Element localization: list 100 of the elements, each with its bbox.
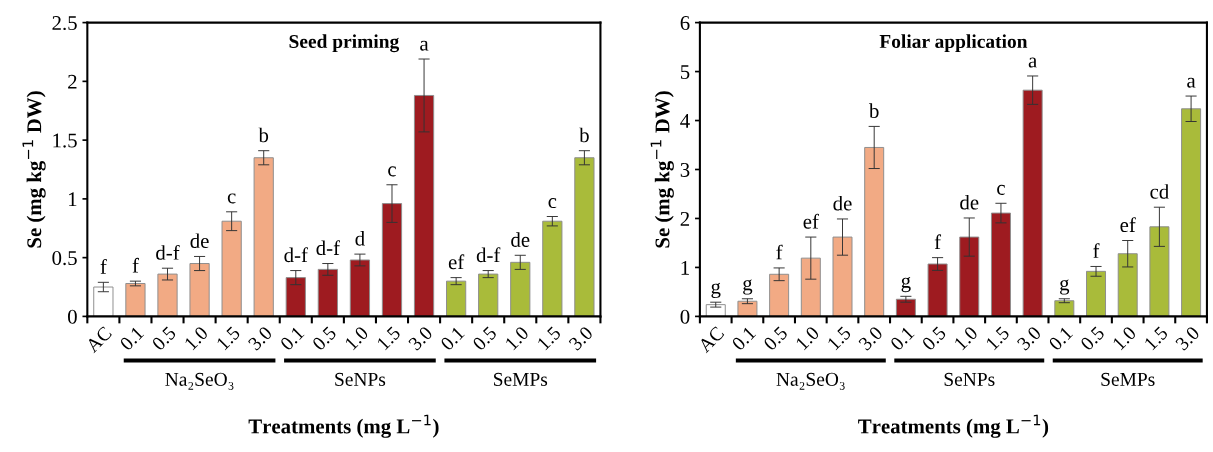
text: SeNPs bbox=[944, 372, 995, 386]
data-label: d-f bbox=[316, 240, 340, 256]
bar bbox=[959, 236, 980, 317]
text: SeMPs bbox=[494, 372, 548, 386]
data-label: de bbox=[960, 194, 979, 210]
data-label: d-f bbox=[156, 244, 180, 260]
x-tick-label: 3.0 bbox=[1016, 325, 1042, 351]
x-tick-label: 0.1 bbox=[731, 325, 757, 352]
bar bbox=[1149, 226, 1170, 317]
x-tick-label: 0.5 bbox=[471, 325, 498, 352]
data-label: de bbox=[190, 233, 209, 249]
bar bbox=[381, 203, 403, 317]
text: Na₂SeO₃ bbox=[165, 372, 234, 390]
data-label: c bbox=[548, 198, 557, 209]
y-tick-label: 1.5 bbox=[53, 133, 77, 148]
data-label: g bbox=[901, 276, 911, 293]
x-tick-label: 1.5 bbox=[985, 325, 1011, 351]
x-tick-label: 1.0 bbox=[504, 325, 530, 351]
y-tick-label: 0 bbox=[67, 309, 77, 324]
bar bbox=[832, 236, 853, 317]
data-label: a bbox=[1028, 57, 1037, 68]
x-tick-label: 1.5 bbox=[216, 325, 241, 351]
y-tick-label: 6 bbox=[680, 16, 690, 31]
data-label: c bbox=[388, 166, 396, 177]
data-label: ef bbox=[1120, 217, 1136, 233]
y-tick-label: 0 bbox=[680, 309, 690, 324]
data-label: ef bbox=[448, 254, 465, 270]
bar bbox=[125, 283, 146, 317]
bar bbox=[446, 280, 467, 317]
x-tick-label: 1.5 bbox=[376, 325, 402, 351]
y-tick-label: 2.5 bbox=[52, 16, 77, 31]
data-label: d-f bbox=[284, 247, 308, 263]
data-label: b bbox=[868, 103, 879, 119]
data-label: c bbox=[997, 184, 1005, 195]
data-label: de bbox=[833, 195, 852, 211]
bar bbox=[253, 157, 274, 317]
bar bbox=[1022, 89, 1043, 317]
x-tick-label: 1.0 bbox=[795, 325, 821, 351]
y-axis-title: Se (mg kg$^{−1}$ DW) bbox=[22, 91, 46, 248]
bar bbox=[1181, 108, 1202, 317]
bar bbox=[769, 273, 790, 317]
data-label: c bbox=[227, 193, 236, 204]
x-tick-label: 0.1 bbox=[889, 325, 915, 352]
bar bbox=[990, 212, 1011, 317]
bar bbox=[157, 273, 178, 317]
y-tick-label: 4 bbox=[680, 114, 690, 128]
x-axis-title: Treatments (mg L$^{−1}$) bbox=[858, 414, 1049, 438]
bar bbox=[221, 220, 242, 317]
y-tick-label: 1 bbox=[69, 192, 77, 207]
x-tick-label: 0.1 bbox=[279, 325, 305, 352]
x-tick-label: 3.0 bbox=[1174, 325, 1201, 351]
bar bbox=[93, 286, 114, 317]
bar bbox=[285, 277, 306, 317]
data-label: g bbox=[711, 282, 721, 299]
data-label: f bbox=[132, 257, 139, 273]
y-tick-label: 5 bbox=[680, 65, 690, 79]
data-label: b bbox=[579, 127, 589, 143]
x-tick-label: 0.5 bbox=[762, 325, 789, 352]
bar bbox=[349, 259, 371, 317]
bar bbox=[1086, 270, 1107, 317]
bar bbox=[927, 263, 948, 317]
data-label: g bbox=[743, 279, 753, 295]
x-tick-label: 0.1 bbox=[119, 325, 145, 352]
text: SeMPs bbox=[1101, 372, 1155, 386]
data-label: f bbox=[100, 259, 107, 274]
data-label: ef bbox=[803, 213, 819, 229]
x-tick-label: 1.0 bbox=[344, 325, 370, 351]
bar bbox=[413, 94, 435, 317]
data-label: d-f bbox=[476, 247, 501, 263]
bar bbox=[864, 146, 885, 317]
x-tick-label: 1.0 bbox=[1112, 325, 1137, 351]
y-tick-label: 3 bbox=[680, 162, 690, 177]
x-tick-label: 0.5 bbox=[151, 325, 177, 352]
text: Seed priming bbox=[289, 34, 400, 53]
bar bbox=[574, 157, 595, 317]
x-tick-label: AC bbox=[84, 325, 113, 354]
x-tick-label: 3.0 bbox=[407, 325, 434, 351]
x-tick-label: 3.0 bbox=[568, 325, 594, 351]
x-tick-label: 1.0 bbox=[953, 325, 979, 351]
data-label: a bbox=[420, 40, 429, 51]
data-label: a bbox=[1187, 77, 1196, 88]
data-label: cd bbox=[1150, 184, 1169, 199]
data-label: f bbox=[1093, 243, 1100, 258]
data-label: d bbox=[355, 231, 365, 246]
x-tick-label: 0.5 bbox=[1079, 325, 1106, 352]
y-tick-label: 1 bbox=[681, 260, 689, 275]
x-tick-label: 0.5 bbox=[311, 325, 338, 352]
data-label: g bbox=[1060, 279, 1070, 295]
x-tick-label: 1.5 bbox=[1143, 325, 1169, 351]
bar bbox=[800, 257, 821, 317]
bar bbox=[737, 300, 758, 317]
x-tick-label: 1.0 bbox=[184, 325, 209, 351]
bar bbox=[317, 268, 338, 317]
text: Foliar application bbox=[879, 34, 1028, 52]
bar bbox=[478, 273, 499, 317]
y-tick-label: 0.5 bbox=[52, 251, 77, 266]
bar bbox=[510, 261, 531, 317]
x-axis-title: Treatments (mg L$^{−1}$) bbox=[248, 414, 439, 438]
x-tick-label: 1.5 bbox=[826, 325, 852, 351]
data-label: b bbox=[258, 127, 269, 143]
